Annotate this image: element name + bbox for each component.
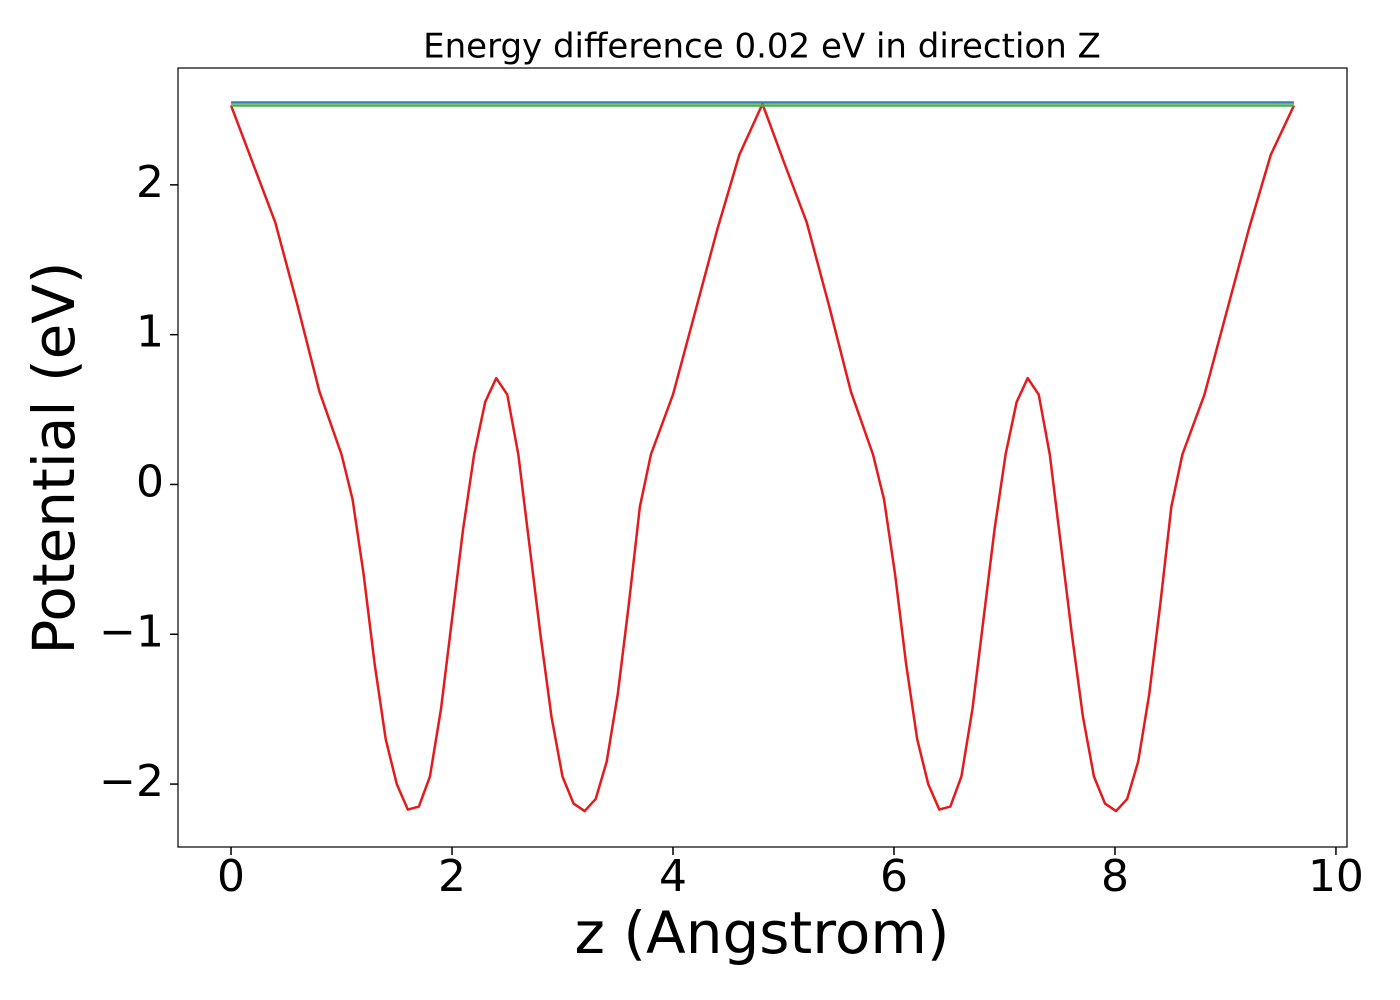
x-axis-label: z (Angstrom) — [575, 899, 950, 967]
x-tick-label: 6 — [880, 851, 908, 902]
x-tick-label: 10 — [1308, 851, 1364, 902]
x-tick-label: 2 — [438, 851, 466, 902]
data-line — [229, 102, 1296, 813]
y-tick-label: 1 — [136, 307, 164, 358]
plot-frame — [177, 67, 1348, 848]
x-tick-label: 8 — [1101, 851, 1129, 902]
y-tick-label: 0 — [136, 456, 164, 507]
x-tick-label: 0 — [217, 851, 245, 902]
x-tick-label: 4 — [659, 851, 687, 902]
y-tick-label: −2 — [99, 756, 164, 807]
chart-title: Energy difference 0.02 eV in direction Z — [423, 27, 1101, 67]
y-tick-label: 2 — [136, 157, 164, 208]
y-tick-label: −1 — [99, 606, 164, 657]
y-axis-label: Potential (eV) — [20, 261, 88, 654]
